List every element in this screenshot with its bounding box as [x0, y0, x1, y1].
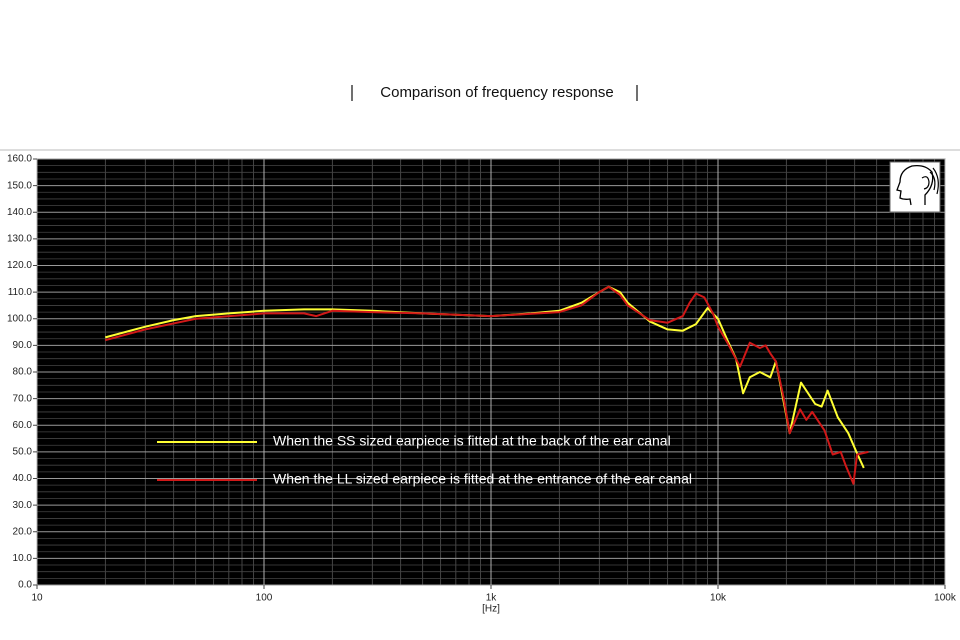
series-line [105, 285, 865, 469]
marks: When the SS sized earpiece is fitted at … [105, 285, 869, 487]
y-tick-label: 0.0 [18, 580, 32, 591]
x-tick-label: 100 [256, 593, 273, 604]
y-tick-label: 10.0 [13, 553, 33, 564]
grid [36, 158, 946, 586]
y-tick-label: 150.0 [7, 180, 32, 191]
icon-head [896, 164, 934, 206]
y-tick-label: 70.0 [13, 393, 33, 404]
x-tick-label: 100k [934, 593, 957, 604]
ear-icon [889, 161, 941, 213]
y-tick-label: 90.0 [13, 340, 33, 351]
y-tick-label: 100.0 [7, 313, 32, 324]
y-tick-label: 30.0 [13, 500, 33, 511]
y-tick-label: 20.0 [13, 526, 33, 537]
x-tick-label: 10k [710, 593, 727, 604]
y-tick-label: 160.0 [7, 154, 32, 165]
icon-ear [921, 167, 939, 195]
y-tick-label: 120.0 [7, 260, 32, 271]
y-tick-label: 110.0 [8, 287, 33, 298]
x-tick-label: 10 [31, 593, 43, 604]
x-axis-label: [Hz] [482, 604, 500, 615]
y-tick-label: 140.0 [7, 207, 32, 218]
y-tick-label: 40.0 [13, 473, 33, 484]
y-tick-label: 130.0 [7, 234, 32, 245]
legend-label: When the SS sized earpiece is fitted at … [273, 433, 671, 449]
y-tick-label: 80.0 [13, 367, 33, 378]
y-tick-label: 50.0 [13, 447, 33, 458]
chart-title: Comparison of frequency response [380, 84, 613, 101]
series-line [105, 285, 869, 485]
x-tick-label: 1k [486, 593, 498, 604]
y-tick-label: 60.0 [13, 420, 33, 431]
legend-label: When the LL sized earpiece is fitted at … [273, 471, 692, 487]
